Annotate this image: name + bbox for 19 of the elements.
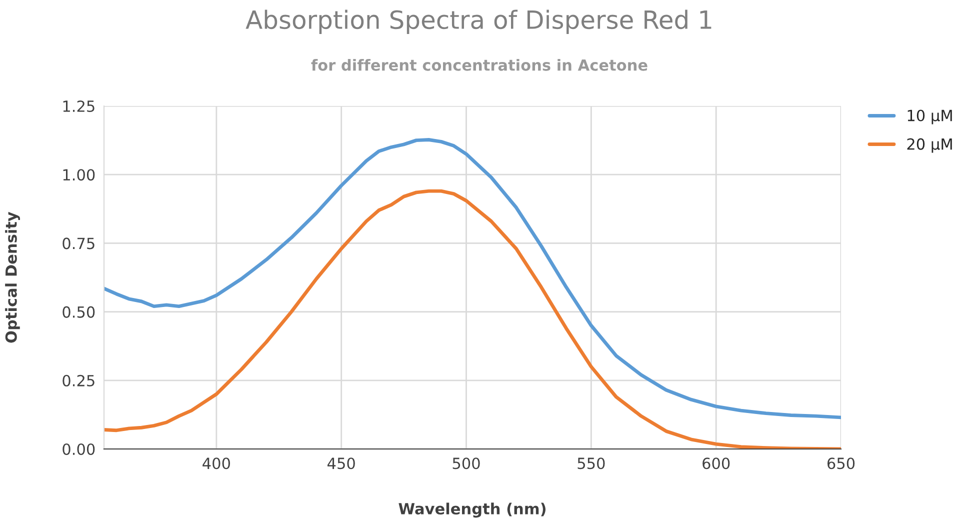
y-tick-label: 0.00	[62, 443, 95, 456]
y-tick-label: 1.00	[63, 169, 95, 181]
x-tick-label: 500	[452, 458, 480, 470]
x-tick-label: 650	[827, 458, 855, 470]
y-tick-label: 0.75	[62, 238, 94, 250]
y-tick-label: 1.25	[63, 100, 94, 112]
legend-label: 20 µM	[907, 138, 952, 153]
x-tick-label: 450	[328, 458, 355, 470]
chart-title: Absorption Spectra of Disperse Red 1	[246, 10, 712, 34]
x-axis-title: Wavelength (nm)	[398, 502, 546, 518]
y-axis-title: Optical Density	[5, 212, 20, 343]
y-tick-label: 0.50	[62, 306, 95, 318]
line-series	[104, 138, 841, 420]
chart-subtitle: for different concentrations in Acetone	[311, 58, 648, 71]
x-tick-label: 550	[578, 458, 605, 470]
x-tick-label: 400	[202, 458, 230, 470]
y-tick-label: 0.25	[62, 374, 94, 386]
legend-label: 10 µM	[908, 110, 952, 124]
x-tick-label: 600	[702, 458, 730, 470]
